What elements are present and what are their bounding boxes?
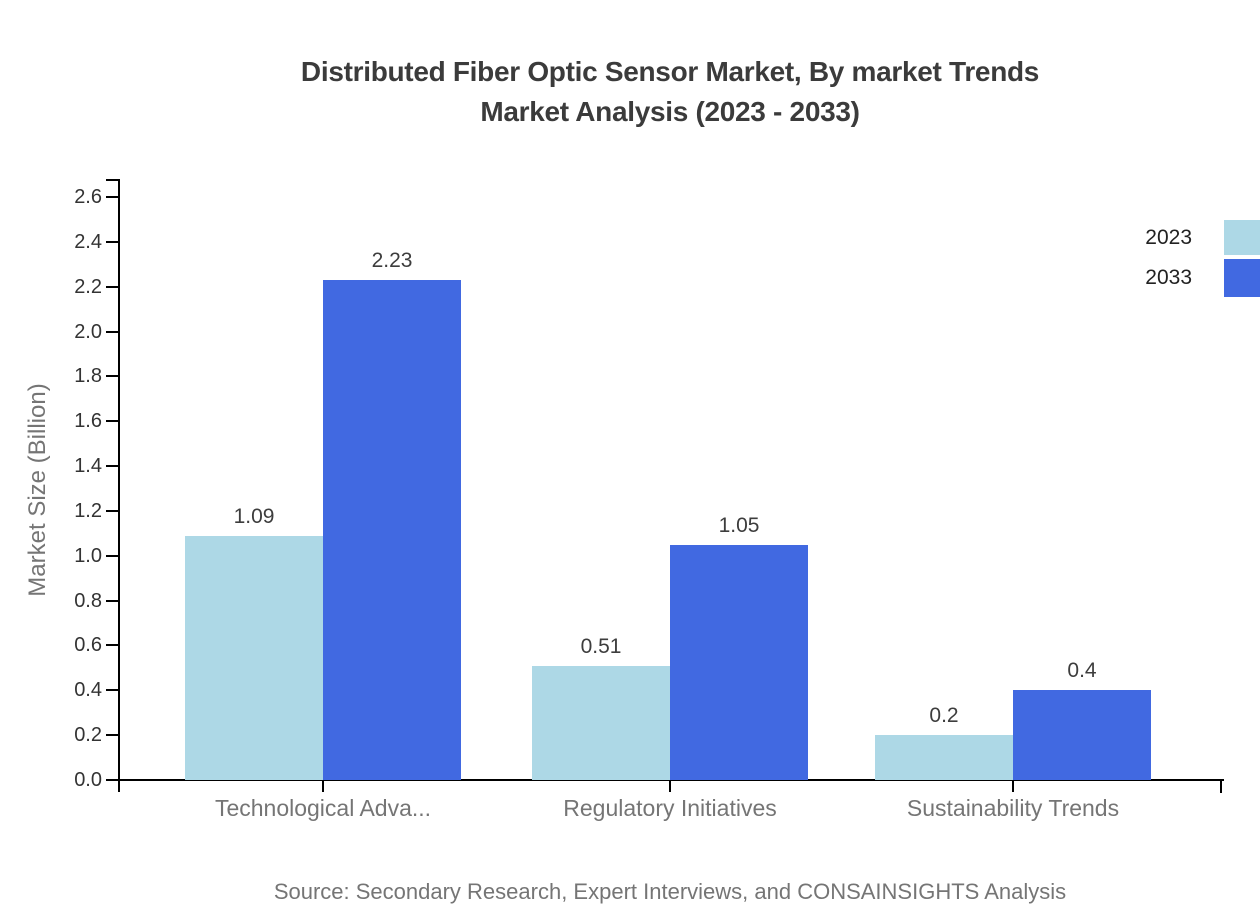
y-tick	[106, 734, 118, 737]
chart-title-line2: Market Analysis (2023 - 2033)	[480, 96, 860, 127]
y-tick-label: 1.8	[74, 365, 102, 388]
y-tick	[106, 196, 118, 198]
x-axis-endcap-tick	[1220, 779, 1222, 793]
x-tick	[1012, 780, 1014, 792]
x-tick	[322, 780, 324, 792]
y-tick-label: 0.0	[74, 769, 102, 791]
y-tick	[106, 644, 118, 647]
y-tick	[106, 330, 118, 333]
bar-2023-0	[185, 536, 323, 780]
y-tick-label: 1.0	[74, 544, 102, 567]
y-tick-label: 0.8	[74, 589, 102, 612]
legend-swatch-2023	[1224, 220, 1260, 255]
y-tick-label: 1.2	[74, 499, 102, 522]
legend-label-2033: 2033	[1145, 266, 1192, 289]
value-label: 0.51	[580, 635, 622, 658]
y-tick	[106, 599, 118, 602]
category-label: Regulatory Initiatives	[563, 795, 777, 821]
y-tick	[106, 375, 118, 378]
y-tick-label: 1.4	[74, 455, 102, 478]
bar-2033-2	[1013, 690, 1151, 780]
y-axis-line	[118, 179, 120, 792]
y-tick-label: 2.6	[74, 186, 102, 208]
legend-swatch-2033	[1224, 259, 1260, 297]
y-tick-label: 1.6	[74, 410, 102, 433]
category-label: Sustainability Trends	[906, 795, 1120, 821]
chart-title-line1: Distributed Fiber Optic Sensor Market, B…	[300, 56, 1040, 87]
y-tick	[106, 689, 118, 692]
y-tick-label: 0.4	[74, 679, 102, 702]
y-tick	[106, 554, 118, 557]
x-tick	[669, 780, 671, 792]
bar-2033-1	[670, 545, 808, 780]
value-label: 0.2	[929, 704, 959, 727]
value-label: 0.4	[1067, 659, 1097, 682]
value-label: 1.05	[718, 514, 760, 537]
y-tick	[106, 509, 118, 512]
y-tick	[106, 420, 118, 423]
y-tick	[106, 240, 118, 243]
y-tick-label: 2.2	[74, 275, 102, 298]
y-tick-label: 0.2	[74, 724, 102, 747]
bar-2023-1	[532, 666, 670, 780]
y-tick-label: 2.4	[74, 230, 102, 253]
y-tick-label: 2.0	[74, 320, 102, 343]
bar-2033-0	[323, 280, 461, 780]
bar-2023-2	[875, 735, 1013, 780]
chart-title: Distributed Fiber Optic Sensor Market, B…	[80, 52, 1260, 132]
source-attribution: Source: Secondary Research, Expert Inter…	[273, 879, 1067, 904]
y-tick	[106, 779, 118, 781]
y-axis-endcap-tick	[106, 179, 118, 181]
value-label: 1.09	[233, 505, 275, 528]
legend-label-2023: 2023	[1145, 225, 1192, 249]
x-axis-line	[118, 779, 1224, 781]
value-label: 2.23	[371, 249, 413, 272]
y-tick	[106, 465, 118, 468]
y-tick	[106, 285, 118, 288]
category-label: Technological Adva...	[214, 795, 432, 821]
y-tick-label: 0.6	[74, 634, 102, 657]
